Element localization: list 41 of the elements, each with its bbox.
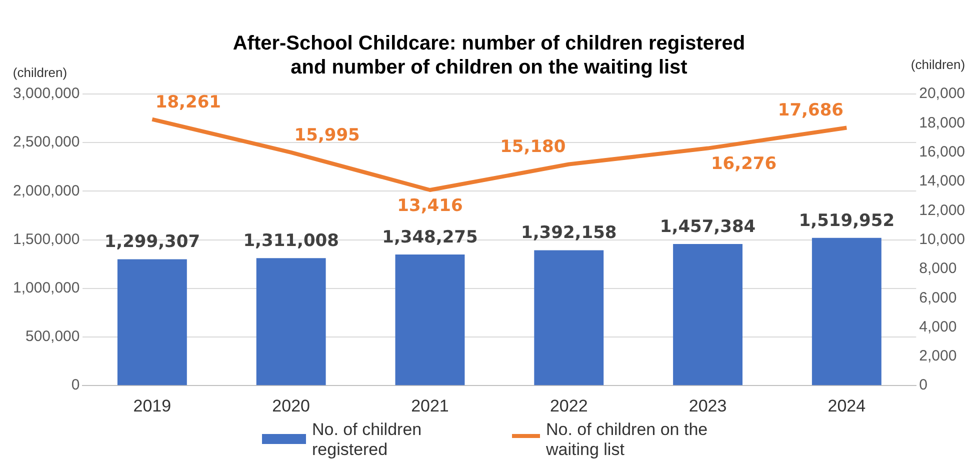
x-tick-label: 2022 <box>550 396 588 416</box>
y2-tick-label: 6,000 <box>919 289 957 306</box>
y2-axis-title: (children) <box>910 57 966 72</box>
x-tick-label: 2024 <box>828 396 866 416</box>
y-tick-label: 2,500,000 <box>12 134 80 151</box>
y-tick-label: 3,000,000 <box>12 85 80 102</box>
y2-tick-label: 2,000 <box>919 348 957 365</box>
data-label: 1,311,008 <box>243 231 339 252</box>
y-tick-label: 1,000,000 <box>12 280 80 297</box>
data-label: 1,299,307 <box>104 232 200 252</box>
data-label: 17,686 <box>778 100 844 121</box>
x-tick-label: 2023 <box>688 396 727 416</box>
data-label: 1,348,275 <box>382 227 478 248</box>
y-tick-label: 2,000,000 <box>12 182 80 200</box>
chart-title: After-School Childcare: number of children registered and number of children on the waiting list <box>232 32 746 79</box>
x-tick-label: 2021 <box>411 396 449 416</box>
y2-tick-label: 16,000 <box>919 143 966 160</box>
data-label: 18,261 <box>155 92 221 112</box>
y2-tick-label: 20,000 <box>919 85 966 102</box>
y-tick-label: 0 <box>71 376 80 394</box>
legend-label: No. of children on the waiting list <box>546 420 709 460</box>
y2-tick-label: 8,000 <box>919 260 957 278</box>
y-tick-label: 1,500,000 <box>12 230 80 248</box>
data-label: 1,519,952 <box>798 210 895 231</box>
y2-tick-label: 18,000 <box>919 114 966 132</box>
data-label: 15,995 <box>294 125 360 146</box>
data-label: 1,457,384 <box>660 216 756 237</box>
x-tick-label: 2019 <box>133 396 172 416</box>
data-label: 15,180 <box>500 137 566 158</box>
y2-tick-label: 10,000 <box>919 230 966 248</box>
data-label: 16,276 <box>710 154 777 174</box>
y2-tick-label: 14,000 <box>919 172 966 190</box>
data-label: 13,416 <box>397 196 463 216</box>
y-axis-title: (children) <box>12 65 68 80</box>
y2-tick-label: 4,000 <box>919 318 957 336</box>
y-tick-label: 500,000 <box>25 328 80 346</box>
data-label: 1,392,158 <box>521 223 617 244</box>
y2-tick-label: 0 <box>919 376 928 394</box>
y2-tick-label: 12,000 <box>919 202 966 219</box>
legend-label: No. of children registered <box>312 420 423 460</box>
x-tick-label: 2020 <box>272 396 310 416</box>
